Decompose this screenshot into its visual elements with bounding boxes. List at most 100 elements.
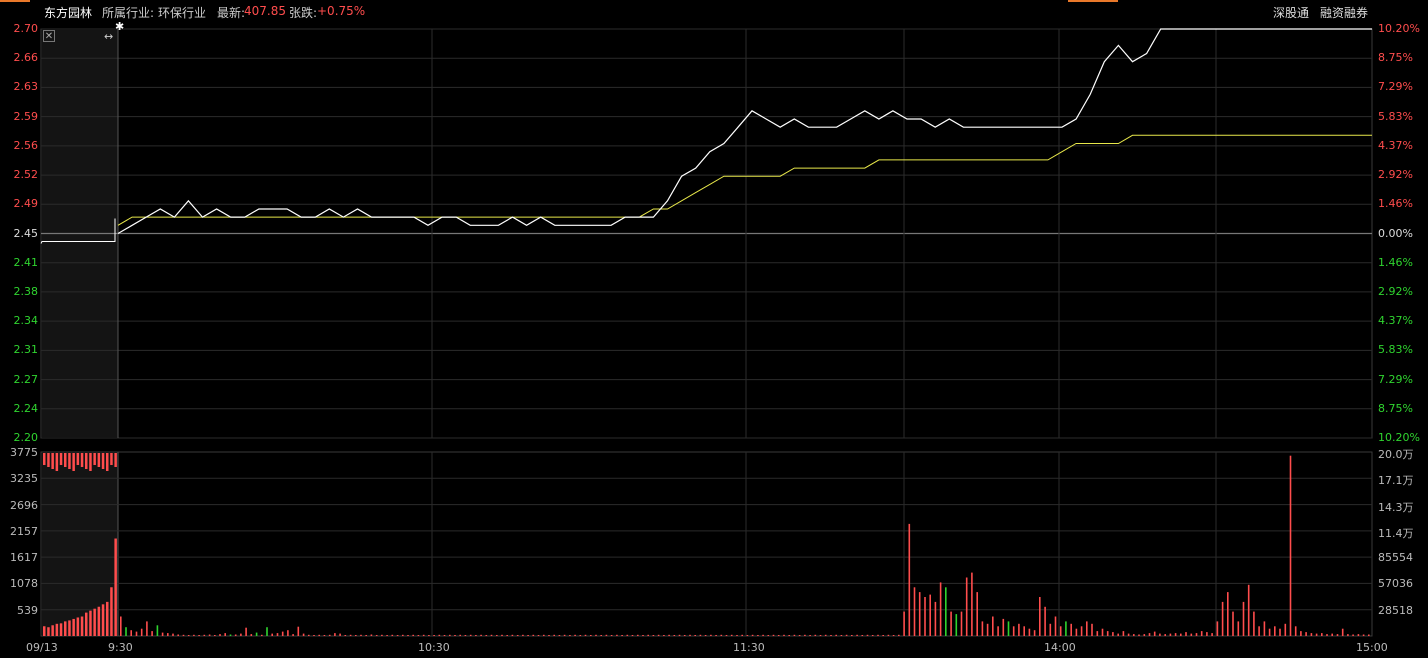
margin-trading-link[interactable]: 融资融券 [1320, 6, 1369, 20]
price-tick-label: 2.31 [13, 343, 39, 357]
volume-bar [992, 616, 994, 636]
volume-bar [501, 634, 503, 636]
stock-name[interactable]: 东方园林 [44, 6, 93, 20]
percent-tick-label: 1.46% [1378, 255, 1413, 269]
volume-bar [934, 601, 937, 636]
price-tick-label: 2.41 [13, 255, 39, 269]
volume-bar [1326, 634, 1328, 636]
volume-bar [950, 611, 952, 636]
pre-market-volume-bar [76, 617, 80, 636]
volume-bar [590, 635, 592, 636]
volume-bar [1059, 626, 1062, 636]
volume-bar [871, 635, 874, 636]
price-tick-label: 2.52 [13, 168, 39, 182]
volume-bar [610, 635, 613, 636]
volume-bar [198, 635, 200, 636]
volume-bar [125, 627, 127, 636]
volume-bar [710, 634, 712, 636]
volume-bar [344, 635, 347, 636]
volume-bar [1190, 633, 1193, 636]
price-line [117, 28, 1372, 235]
price-tick-label: 2.38 [13, 284, 39, 298]
volume-bar [250, 634, 253, 636]
volume-bar [402, 634, 404, 636]
volume-bar [683, 635, 686, 636]
volume-unit-tick-label: 57036 [1378, 577, 1413, 591]
volume-bar [464, 635, 467, 636]
volume-bar [903, 611, 905, 636]
pre-market-volume-bar [59, 623, 63, 636]
volume-bar [788, 635, 790, 636]
price-tick-label: 2.24 [13, 401, 39, 415]
volume-bar [245, 627, 247, 636]
pre-market-volume-bar-top [93, 453, 96, 465]
volume-bar [908, 523, 911, 636]
volume-bar [621, 635, 623, 636]
volume-bar [647, 634, 649, 636]
volume-bar [783, 634, 785, 636]
volume-bar [1180, 633, 1182, 636]
volume-bar [240, 633, 242, 636]
volume-bar [1321, 633, 1323, 636]
volume-bar [777, 635, 780, 636]
horizontal-arrows-icon[interactable]: ↔ [104, 30, 114, 43]
volume-bar [1091, 623, 1093, 636]
percent-tick-label: 8.75% [1378, 51, 1413, 65]
volume-bar [1331, 633, 1333, 636]
volume-bar [140, 628, 143, 636]
volume-bar [694, 635, 696, 636]
volume-bar [1247, 584, 1250, 636]
price-tick-label: 2.34 [13, 314, 39, 328]
volume-bar [1289, 455, 1292, 636]
volume-bar [835, 634, 837, 636]
volume-bar [861, 635, 864, 636]
volume-bar [924, 597, 926, 636]
volume-bar [626, 634, 629, 636]
volume-tick-label: 3235 [10, 472, 38, 486]
volume-bar [918, 592, 921, 636]
industry-value[interactable]: 环保行业 [158, 6, 207, 20]
volume-bar [328, 634, 331, 636]
volume-bar [798, 635, 801, 636]
volume-unit-tick-label: 20.0万 [1378, 448, 1414, 461]
shenzhen-connect-link[interactable]: 深股通 [1273, 6, 1310, 20]
volume-bar [804, 634, 806, 636]
close-icon[interactable]: ✕ [43, 30, 55, 42]
volume-bar [297, 626, 300, 636]
volume-bar [715, 635, 717, 636]
price-tick-label: 2.59 [13, 109, 39, 123]
pre-market-volume-shade [42, 453, 118, 635]
volume-bar [177, 634, 179, 636]
volume-bar [1070, 623, 1072, 636]
percent-tick-label: 4.37% [1378, 314, 1413, 328]
volume-bar [120, 616, 122, 636]
percent-tick-label: 8.75% [1378, 401, 1413, 415]
volume-bar [1096, 631, 1099, 636]
pre-market-volume-bar-top [68, 453, 71, 469]
volume-bar [386, 635, 388, 636]
volume-bar [485, 635, 488, 636]
volume-bar [1143, 634, 1146, 636]
time-tick-label: 9:30 [108, 641, 133, 654]
volume-bar [699, 634, 702, 636]
price-tick-label: 2.70 [13, 22, 39, 35]
pre-market-volume-bar-top [64, 453, 67, 467]
volume-bar [490, 634, 493, 636]
volume-bar [1274, 626, 1276, 636]
price-tick-label: 2.20 [13, 431, 39, 444]
volume-tick-label: 1078 [10, 577, 38, 591]
volume-bar [851, 635, 853, 636]
volume-bar [287, 630, 289, 636]
volume-bar [203, 634, 206, 636]
volume-bar [809, 635, 811, 636]
volume-bar [898, 634, 900, 636]
volume-bar [631, 635, 634, 636]
percent-tick-label: 1.46% [1378, 197, 1413, 211]
time-tick-label: 10:30 [418, 641, 450, 654]
change-label: 张跌: [289, 6, 318, 20]
volume-bar [1315, 633, 1318, 636]
volume-bar [1049, 623, 1052, 636]
price-tick-label: 2.27 [13, 372, 39, 386]
volume-bar [720, 634, 723, 636]
